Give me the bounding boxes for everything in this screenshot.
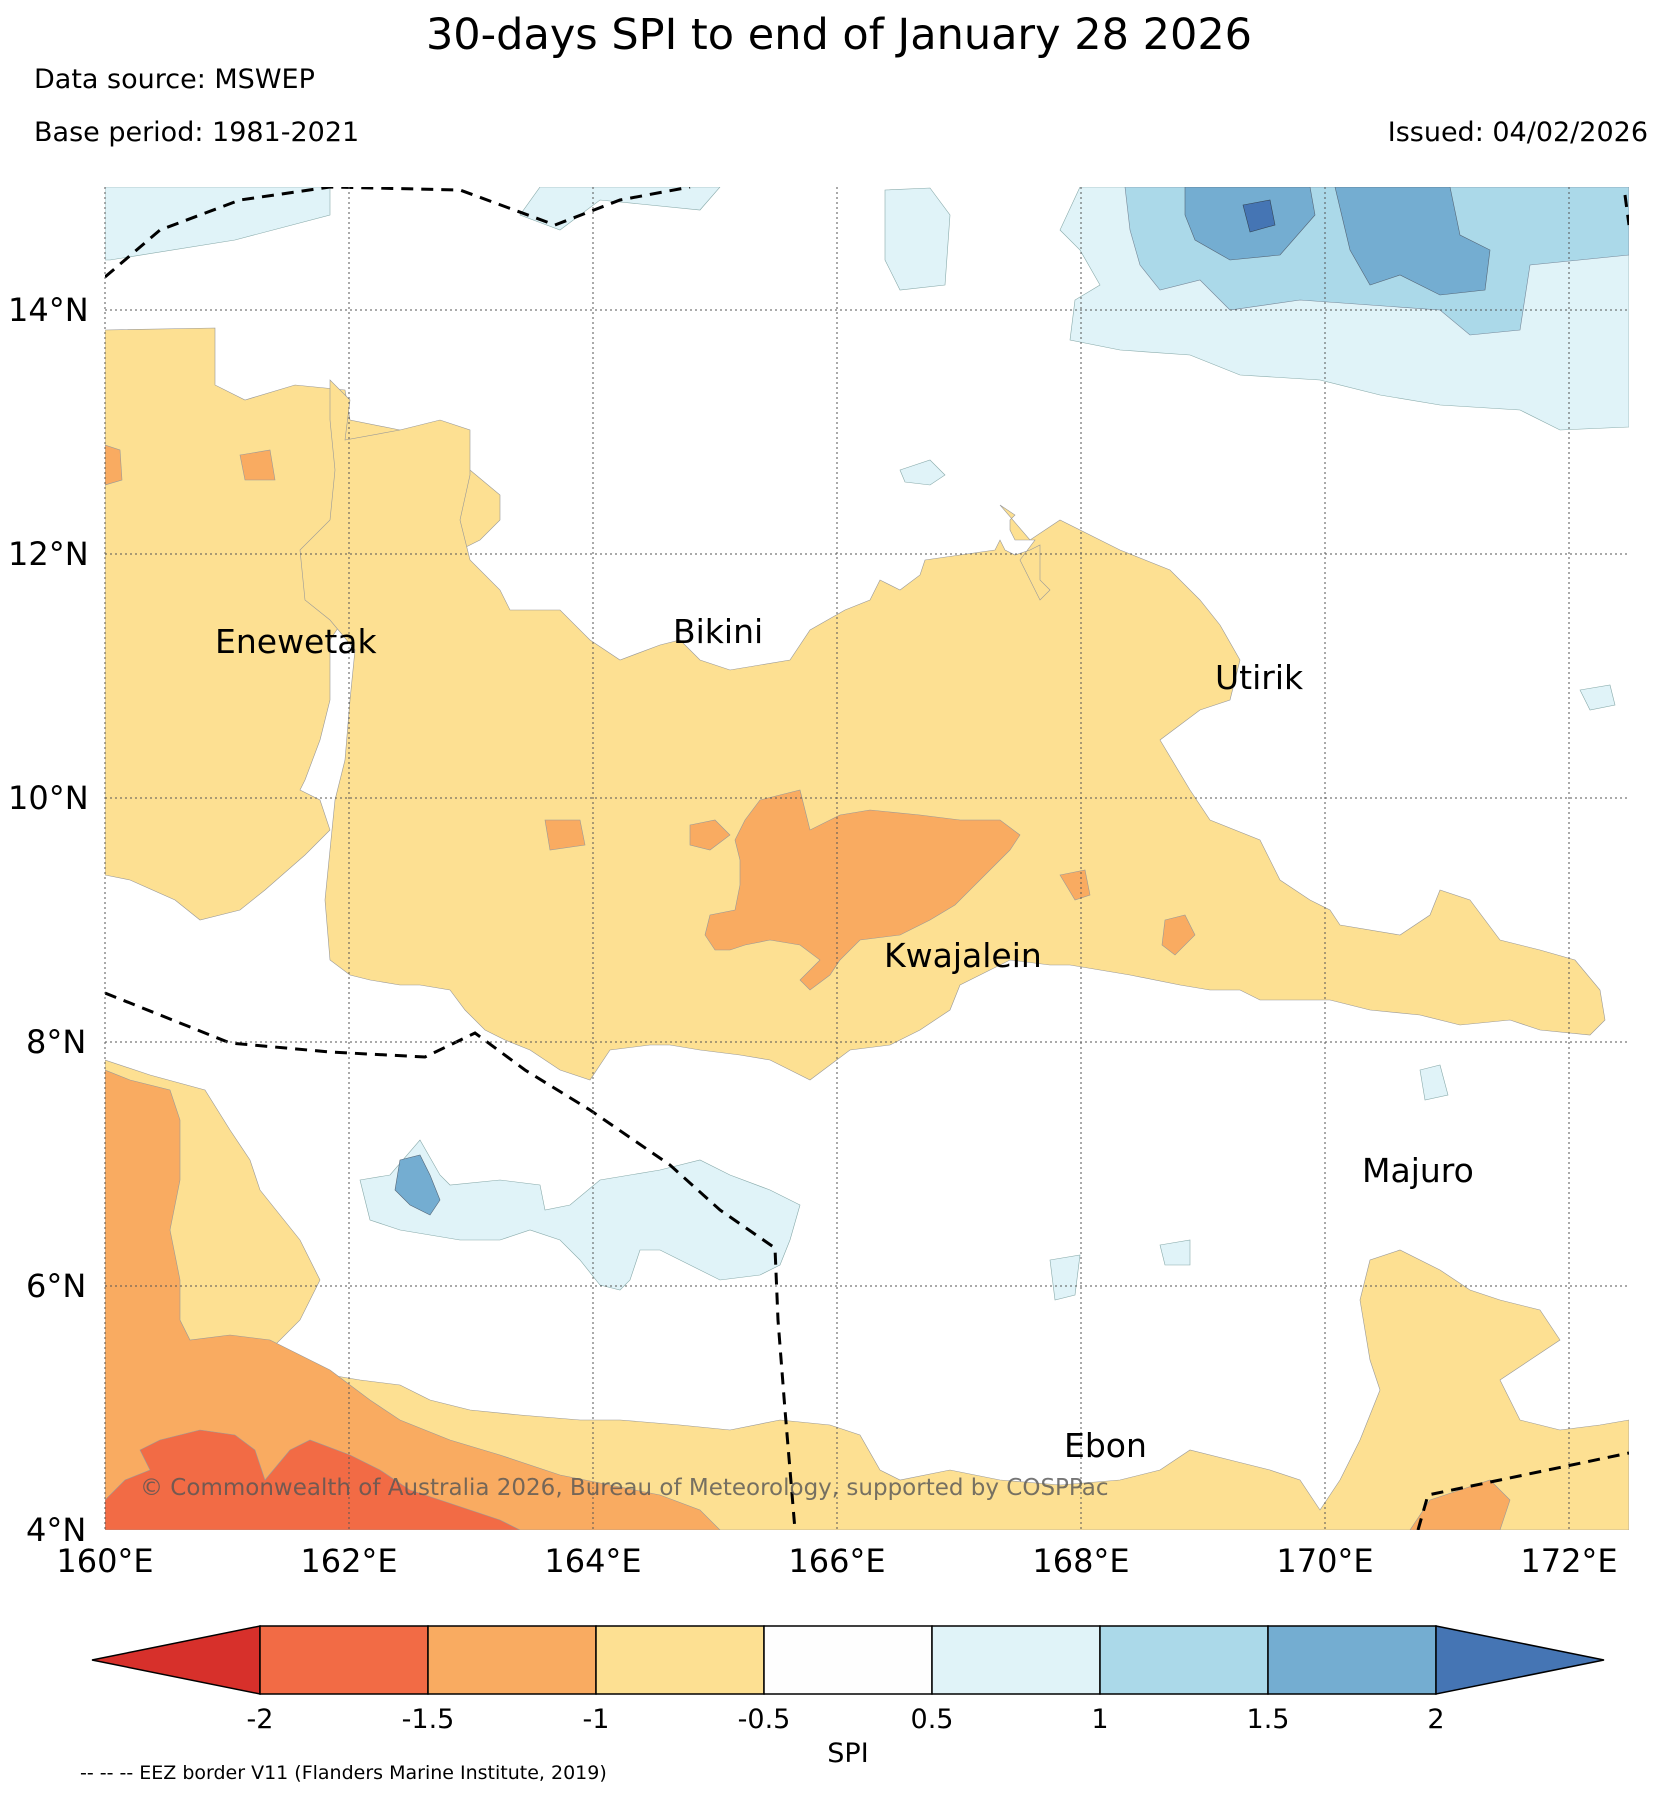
colorbar-extend-low <box>91 1625 261 1695</box>
colorbar-segment <box>763 1625 933 1695</box>
dry-zone-southeast-mid <box>1409 1479 1511 1530</box>
lon-label-160: 160°E <box>56 1542 153 1580</box>
dry-patch-small-2 <box>689 819 731 851</box>
lon-label-170: 170°E <box>1276 1542 1373 1580</box>
lon-label-164: 164°E <box>544 1542 641 1580</box>
lon-label-168: 168°E <box>1032 1542 1129 1580</box>
lon-label-166: 166°E <box>788 1542 885 1580</box>
lon-label-172: 172°E <box>1520 1542 1617 1580</box>
base-period-label: Base period: 1981-2021 <box>34 117 360 148</box>
graticule <box>104 187 1629 1530</box>
place-kwajalein: Kwajalein <box>884 936 1042 975</box>
colorbar-extend-high <box>1435 1625 1605 1695</box>
eez-border-north <box>105 187 691 279</box>
issued-label: Issued: 04/02/2026 <box>1387 117 1648 148</box>
wet-patch-small-3 <box>1049 1254 1081 1301</box>
colorbar-tick: -1.5 <box>402 1704 455 1735</box>
wet-band-central-mid <box>394 1154 441 1216</box>
colorbar-segment <box>1267 1625 1437 1695</box>
colorbar-tick: -1 <box>583 1704 610 1735</box>
dry-patch-small-4 <box>1161 914 1196 956</box>
colorbar-segment <box>427 1625 597 1695</box>
data-source-label: Data source: MSWEP <box>34 64 315 95</box>
colorbar-segment <box>259 1625 429 1695</box>
eez-border-northeast <box>1623 194 1629 226</box>
wet-zone-north-light-2 <box>519 187 721 231</box>
wet-zone-northeast-strong-2 <box>1334 187 1491 296</box>
wet-band-central <box>359 1139 801 1291</box>
wet-patch-small-5 <box>1419 1064 1449 1101</box>
wet-zone-northeast-core <box>1242 199 1276 233</box>
colorbar-segment <box>595 1625 765 1695</box>
dry-patch-small-3 <box>1059 869 1091 901</box>
dry-zone-southwest-strong <box>105 1429 521 1530</box>
place-enewetak: Enewetak <box>215 622 378 661</box>
place-utirik: Utirik <box>1215 658 1304 697</box>
colorbar-label: SPI <box>827 1738 868 1769</box>
lat-label-6: 6°N <box>26 1267 86 1305</box>
eez-footnote: -- -- -- EEZ border V11 (Flanders Marine… <box>80 1762 607 1784</box>
wet-patch-small-1 <box>899 459 946 486</box>
colorbar-segment <box>931 1625 1101 1695</box>
dry-zone-central-main <box>299 379 1606 1081</box>
lat-label-10: 10°N <box>8 779 89 817</box>
lat-label-14: 14°N <box>8 291 89 329</box>
place-ebon: Ebon <box>1064 1426 1147 1465</box>
eez-border-west <box>105 991 797 1530</box>
dry-patch-small-1 <box>544 819 586 851</box>
colorbar-tick: 1 <box>1091 1704 1108 1735</box>
wet-patch-small-2 <box>1579 684 1616 711</box>
colorbar: -2 -1.5 -1 -0.5 0.5 1 1.5 2 SPI <box>91 1625 1605 1769</box>
colorbar-tick: -2 <box>247 1704 274 1735</box>
lat-label-8: 8°N <box>26 1023 86 1061</box>
colorbar-tick: 0.5 <box>911 1704 954 1735</box>
place-bikini: Bikini <box>673 612 763 651</box>
wet-zone-north-patch <box>884 187 951 291</box>
map-title: 30-days SPI to end of January 28 2026 <box>425 10 1253 60</box>
place-majuro: Majuro <box>1362 1151 1474 1190</box>
spi-field <box>105 187 1629 1530</box>
wet-patch-small-4 <box>1159 1239 1191 1266</box>
dry-patch-small-5 <box>105 444 123 486</box>
dry-zone-central-core <box>704 789 1021 991</box>
copyright-watermark: © Commonwealth of Australia 2026, Bureau… <box>140 1475 1109 1501</box>
colorbar-tick: 1.5 <box>1247 1704 1290 1735</box>
colorbar-segment <box>1099 1625 1269 1695</box>
colorbar-tick: 2 <box>1427 1704 1444 1735</box>
lon-label-162: 162°E <box>300 1542 397 1580</box>
lat-label-12: 12°N <box>8 535 89 573</box>
wet-zone-north-light <box>105 187 331 261</box>
lat-label-4: 4°N <box>26 1511 86 1549</box>
dry-zone-southwest-mid <box>105 1069 721 1530</box>
colorbar-tick: -0.5 <box>738 1704 791 1735</box>
dry-patch-small-6 <box>239 449 276 481</box>
